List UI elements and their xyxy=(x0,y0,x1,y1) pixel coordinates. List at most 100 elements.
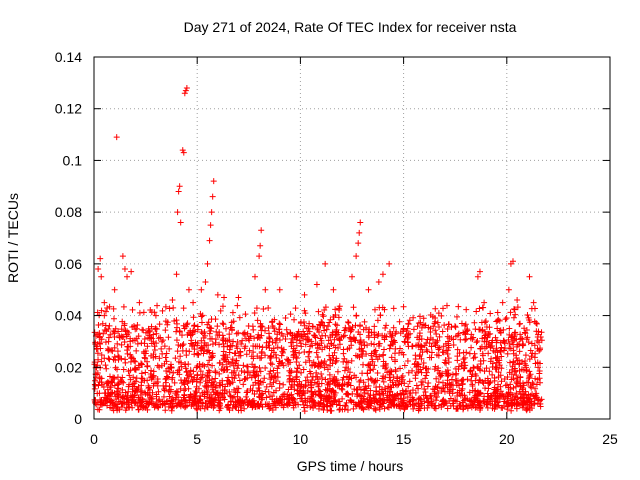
data-point xyxy=(122,327,129,334)
data-point xyxy=(449,382,456,389)
data-point xyxy=(315,383,322,390)
data-point xyxy=(130,323,137,330)
data-point xyxy=(527,371,534,378)
data-point xyxy=(197,368,204,375)
data-point xyxy=(323,326,330,333)
data-point xyxy=(216,329,223,336)
data-point xyxy=(301,408,308,415)
data-point xyxy=(392,330,399,337)
data-point xyxy=(200,334,207,341)
data-point xyxy=(422,375,429,382)
data-point xyxy=(443,360,450,367)
data-point xyxy=(148,367,155,374)
data-point xyxy=(536,367,543,374)
data-point xyxy=(97,255,104,262)
data-point xyxy=(250,355,257,362)
data-point xyxy=(445,344,452,351)
data-point xyxy=(482,318,489,325)
data-point xyxy=(336,335,343,342)
data-point xyxy=(535,364,542,371)
data-point xyxy=(406,317,413,324)
data-point xyxy=(190,322,197,329)
data-point xyxy=(265,304,272,311)
data-point xyxy=(485,385,492,392)
data-point xyxy=(181,90,188,97)
data-point xyxy=(97,341,104,348)
data-point xyxy=(152,325,159,332)
data-point xyxy=(128,394,135,401)
data-point xyxy=(392,358,399,365)
data-point xyxy=(256,253,263,260)
data-point xyxy=(415,401,422,408)
data-point xyxy=(233,357,240,364)
data-point xyxy=(242,343,249,350)
data-point xyxy=(273,387,280,394)
data-point xyxy=(530,299,537,306)
data-point xyxy=(107,331,114,338)
data-point xyxy=(389,397,396,404)
data-point xyxy=(390,394,397,401)
data-point xyxy=(162,327,169,334)
data-point xyxy=(348,357,355,364)
data-point xyxy=(197,397,204,404)
data-point xyxy=(367,366,374,373)
data-point xyxy=(310,323,317,330)
data-point xyxy=(136,299,143,306)
data-point xyxy=(326,319,333,326)
data-point xyxy=(415,320,422,327)
data-point xyxy=(111,353,118,360)
data-point xyxy=(192,339,199,346)
data-point xyxy=(506,369,513,376)
data-point xyxy=(306,320,313,327)
data-point xyxy=(230,362,237,369)
data-point xyxy=(237,402,244,409)
data-point xyxy=(233,343,240,350)
data-point xyxy=(508,333,515,340)
data-point xyxy=(458,378,465,385)
data-point xyxy=(270,374,277,381)
data-point xyxy=(282,315,289,322)
data-point xyxy=(204,369,211,376)
data-point xyxy=(523,379,530,386)
data-point xyxy=(473,308,480,315)
data-point xyxy=(170,403,177,410)
data-point xyxy=(471,319,478,326)
data-point xyxy=(98,307,105,314)
data-point xyxy=(165,374,172,381)
data-point xyxy=(526,273,533,280)
data-point xyxy=(300,335,307,342)
data-point xyxy=(399,328,406,335)
data-point xyxy=(229,342,236,349)
data-point xyxy=(109,379,116,386)
data-point xyxy=(489,371,496,378)
data-point xyxy=(498,378,505,385)
data-point xyxy=(526,316,533,323)
data-point xyxy=(263,383,270,390)
data-point xyxy=(206,237,213,244)
data-point xyxy=(227,324,234,331)
data-point xyxy=(250,349,257,356)
data-point xyxy=(257,368,264,375)
data-point xyxy=(151,380,158,387)
y-tick-label: 0 xyxy=(74,411,82,427)
data-point xyxy=(509,338,516,345)
data-point xyxy=(466,402,473,409)
data-point xyxy=(413,364,420,371)
data-point xyxy=(254,343,261,350)
data-point xyxy=(202,278,209,285)
data-point xyxy=(129,306,136,313)
data-point xyxy=(518,335,525,342)
data-point xyxy=(119,318,126,325)
data-point xyxy=(216,360,223,367)
data-point xyxy=(245,335,252,342)
data-point xyxy=(327,356,334,363)
data-point xyxy=(272,337,279,344)
data-point xyxy=(521,325,528,332)
data-point xyxy=(104,345,111,352)
data-point xyxy=(532,360,539,367)
data-point xyxy=(286,367,293,374)
data-point xyxy=(499,299,506,306)
data-point xyxy=(323,387,330,394)
data-point xyxy=(95,321,102,328)
data-point xyxy=(176,183,183,190)
